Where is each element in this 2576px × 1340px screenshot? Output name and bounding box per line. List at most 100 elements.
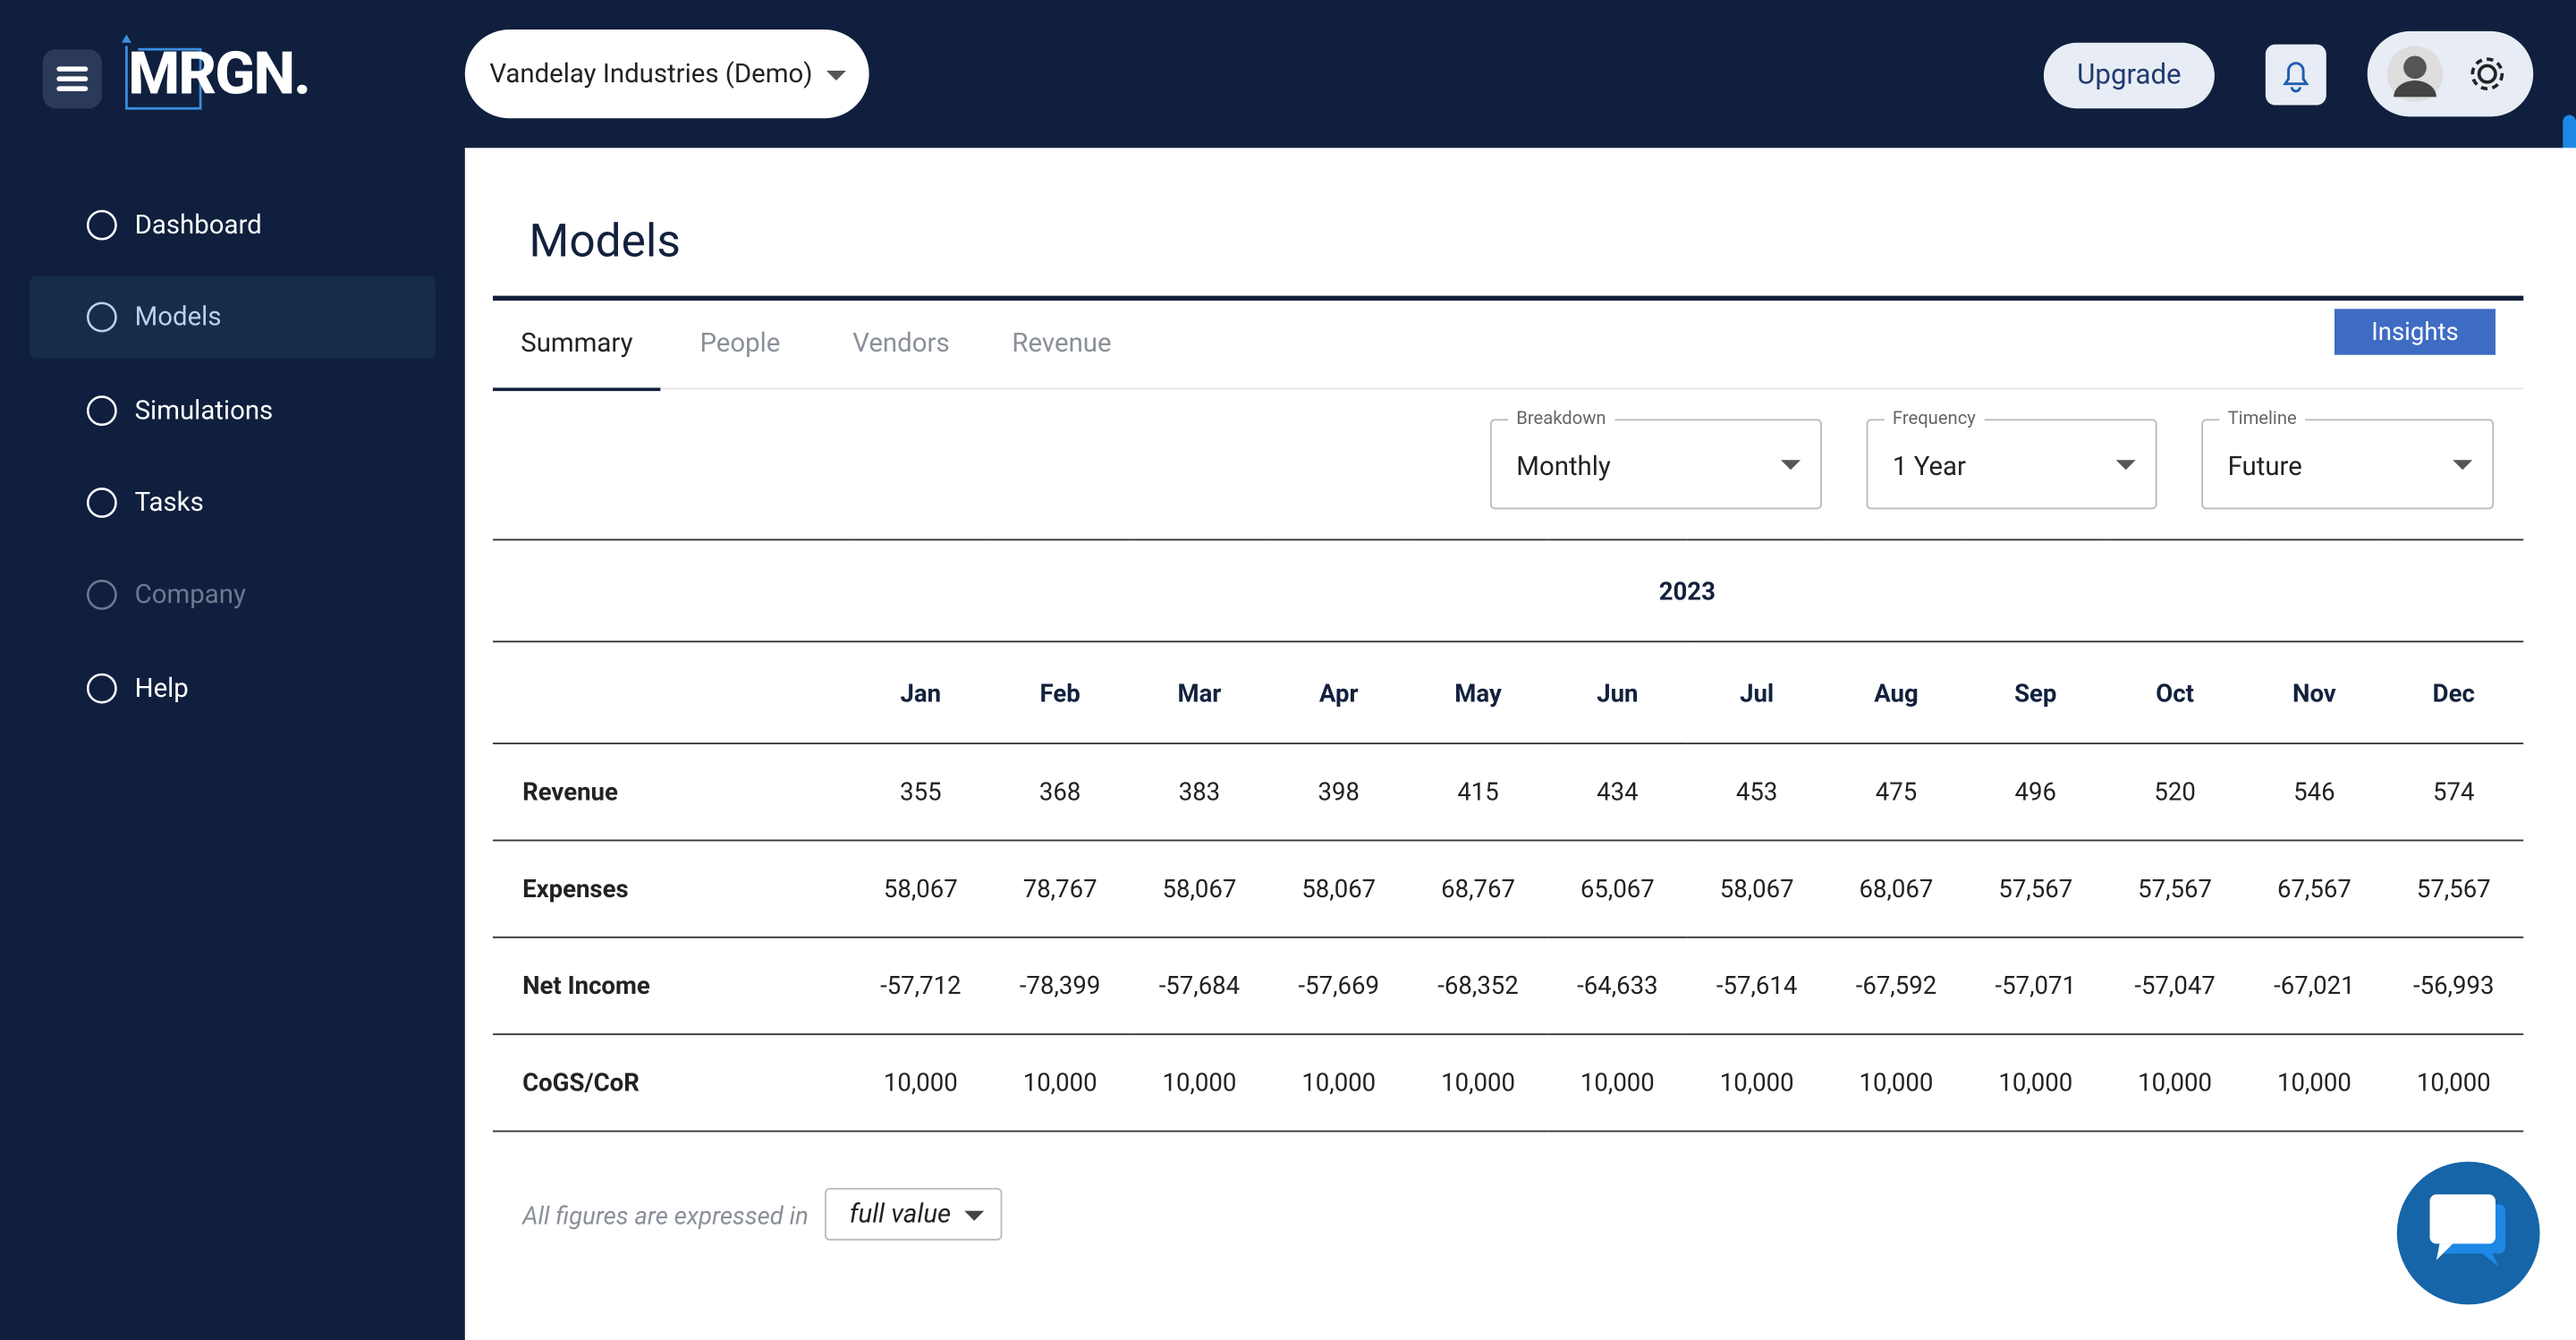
filter-value: 1 Year [1892, 450, 1966, 482]
cell-value: -57,712 [880, 971, 962, 1001]
tab[interactable]: Vendors [852, 327, 950, 359]
cell-value: 58,067 [1719, 874, 1794, 904]
brand: MRGN. [128, 39, 311, 109]
nav-item[interactable]: Company [30, 554, 436, 636]
bell-icon [2283, 62, 2309, 93]
nav-icon [86, 487, 117, 518]
table-row: CoGS/CoR 10,000 10,000 10,000 10,000 10,000 10… [493, 1034, 2524, 1132]
profile-icons [2386, 46, 2504, 102]
filter-select[interactable]: Timeline Future [2201, 407, 2495, 510]
company-select[interactable]: Vandelay Industries (Demo) [464, 30, 869, 119]
month-header: Jan [900, 677, 942, 708]
cell-value: 68,767 [1441, 874, 1515, 904]
menu-button[interactable] [42, 49, 102, 109]
cell-value: -68,352 [1437, 971, 1519, 1001]
month-header: Feb [1039, 677, 1080, 708]
caret [2115, 460, 2136, 471]
table-row: Net Income -57,712 -78,399 -57,684 -57,669 -6… [493, 937, 2524, 1035]
cell-value: 58,067 [883, 874, 958, 904]
caret [2453, 460, 2473, 471]
cell-value: -57,047 [2134, 971, 2216, 1001]
cell-value: 434 [1597, 776, 1639, 807]
cell-value: -56,993 [2413, 971, 2495, 1001]
cell-value: 58,067 [1162, 874, 1237, 904]
nav-icon [86, 394, 117, 426]
cell-value: 10,000 [2138, 1067, 2213, 1098]
page-title: Models [529, 213, 681, 268]
cell-value: 10,000 [1162, 1067, 1237, 1098]
cell-value: 574 [2433, 776, 2475, 807]
profile-menu[interactable] [2367, 30, 2534, 117]
cell-value: 415 [1457, 776, 1499, 807]
cell-value: 10,000 [1580, 1067, 1655, 1098]
company-name: Vandelay Industries (Demo) [489, 57, 813, 89]
insights-button[interactable]: Insights [2334, 309, 2496, 355]
cell-value: -67,592 [1855, 971, 1937, 1001]
month-header: Aug [1874, 677, 1919, 708]
cell-value: 10,000 [1301, 1067, 1377, 1098]
cell-value: 78,767 [1022, 874, 1097, 904]
empty-cell [493, 539, 851, 641]
month-row: Jan Feb Mar Apr May Jun Jul Aug Sep Oct Nov Dec [493, 641, 2524, 744]
chat-icon [2429, 1194, 2506, 1268]
cell-value: -78,399 [1019, 971, 1101, 1001]
nav-label: Dashboard [134, 208, 262, 241]
nav-item[interactable]: Models [30, 276, 436, 359]
tab[interactable]: Revenue [1012, 327, 1112, 359]
cell-value: 57,567 [2416, 874, 2491, 904]
cell-value: -57,684 [1158, 971, 1241, 1001]
caret [964, 1210, 985, 1221]
nav-label: Tasks [134, 486, 204, 518]
nav-label: Models [134, 301, 222, 333]
nav-icon [86, 209, 117, 241]
nav-item[interactable]: Dashboard [30, 184, 436, 267]
filter-label: Breakdown [1508, 407, 1614, 429]
month-header: Oct [2156, 677, 2194, 708]
upgrade-button[interactable]: Upgrade [2043, 42, 2215, 109]
filter-value: Future [2227, 450, 2302, 482]
month-header: Mar [1177, 677, 1222, 708]
cell-value: 57,567 [2138, 874, 2213, 904]
notifications-button[interactable] [2265, 44, 2326, 106]
year-row: 2023 [493, 539, 2524, 642]
month-header: Nov [2292, 677, 2336, 708]
nav-label: Help [134, 671, 189, 703]
title-rule [493, 295, 2524, 301]
nav-icon [86, 302, 117, 333]
month-header: Sep [2014, 677, 2057, 708]
filter-select[interactable]: Frequency 1 Year [1866, 407, 2157, 510]
menu-icon [56, 66, 89, 91]
chat-button[interactable] [2396, 1161, 2540, 1305]
cell-value: 57,567 [1998, 874, 2073, 904]
cell-value: 355 [900, 776, 942, 807]
cell-value: 496 [2014, 776, 2057, 807]
cell-value: -57,669 [1298, 971, 1379, 1001]
nav-item[interactable]: Tasks [30, 462, 436, 544]
tab[interactable]: People [699, 327, 781, 359]
nav-label: Company [134, 578, 246, 610]
filter-select[interactable]: Breakdown Monthly [1489, 407, 1822, 510]
cell-value: 68,067 [1859, 874, 1934, 904]
unit-select[interactable]: full value [825, 1187, 1003, 1241]
tab[interactable]: Summary [493, 299, 661, 392]
filter-value: Monthly [1516, 450, 1611, 482]
cell-value: 453 [1735, 776, 1778, 807]
nav-label: Simulations [134, 394, 274, 425]
cell-value: 398 [1318, 776, 1360, 807]
cell-value: -57,071 [1995, 971, 2076, 1001]
cell-value: 546 [2293, 776, 2335, 807]
logo-frame [121, 34, 202, 110]
main-panel: Models Insights 2023 Jan Feb Mar Apr May Jun Ju… [464, 148, 2576, 1340]
cell-value: -67,021 [2274, 971, 2355, 1001]
nav-item[interactable]: Simulations [30, 369, 436, 452]
cell-value: 67,567 [2276, 874, 2351, 904]
caret [826, 70, 846, 81]
nav-item[interactable]: Help [30, 647, 436, 729]
cell-value: 58,067 [1301, 874, 1377, 904]
filter-label: Timeline [2219, 407, 2305, 429]
month-header: Dec [2432, 677, 2475, 708]
cell-value: 368 [1038, 776, 1081, 807]
caret [1781, 460, 1801, 471]
